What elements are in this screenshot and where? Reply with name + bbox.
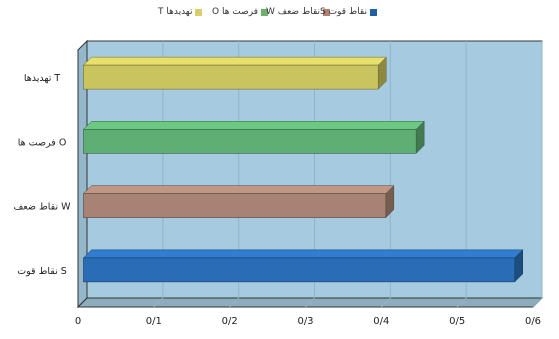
bar	[83, 193, 387, 218]
y-category-label: فرصت ها O	[18, 137, 67, 148]
legend-swatch	[323, 8, 331, 16]
legend-label: فرصت ها O	[212, 7, 259, 17]
gridline-floor	[380, 297, 391, 308]
legend-label: تهدیدها T	[158, 7, 193, 17]
legend-item: نقاط ضعف W	[266, 7, 331, 17]
legend-label: نقاط قوت S	[320, 7, 367, 17]
bar	[83, 64, 379, 90]
bar-top	[82, 56, 387, 66]
bar-top	[82, 249, 524, 259]
legend-label: نقاط ضعف W	[266, 7, 321, 17]
x-tick-label: 0/5	[449, 316, 465, 327]
legend-swatch	[195, 8, 203, 16]
x-tick-label: 0/1	[146, 316, 162, 327]
bar-top	[82, 185, 395, 194]
legend-swatch	[370, 8, 377, 16]
gridline-floor	[456, 297, 467, 308]
legend-item: نقاط قوت S	[320, 7, 377, 17]
bar	[83, 129, 417, 154]
x-tick-label: 0/6	[525, 316, 541, 327]
x-tick-label: 0	[75, 316, 81, 327]
bar	[83, 257, 516, 283]
gridline-floor	[305, 297, 315, 308]
x-tick-label: 0/2	[222, 316, 238, 327]
y-category-label: تهدیدها T	[24, 73, 61, 84]
legend: تهدیدها T فرصت ها O نقاط ضعف W نقاط قوت S	[0, 7, 559, 23]
gridline-floor	[532, 297, 543, 308]
legend-item: فرصت ها O	[212, 7, 269, 17]
gridline-floor	[153, 297, 164, 308]
gridline-floor	[229, 297, 240, 308]
legend-item: تهدیدها T	[158, 7, 203, 17]
legend-swatch	[261, 8, 269, 16]
x-tick-label: 0/3	[297, 316, 313, 327]
bar-top	[82, 121, 425, 130]
y-category-label: نقاط ضعف W	[13, 202, 71, 213]
x-tick-label: 0/4	[373, 316, 389, 327]
y-category-label: نقاط قوت S	[17, 266, 67, 277]
